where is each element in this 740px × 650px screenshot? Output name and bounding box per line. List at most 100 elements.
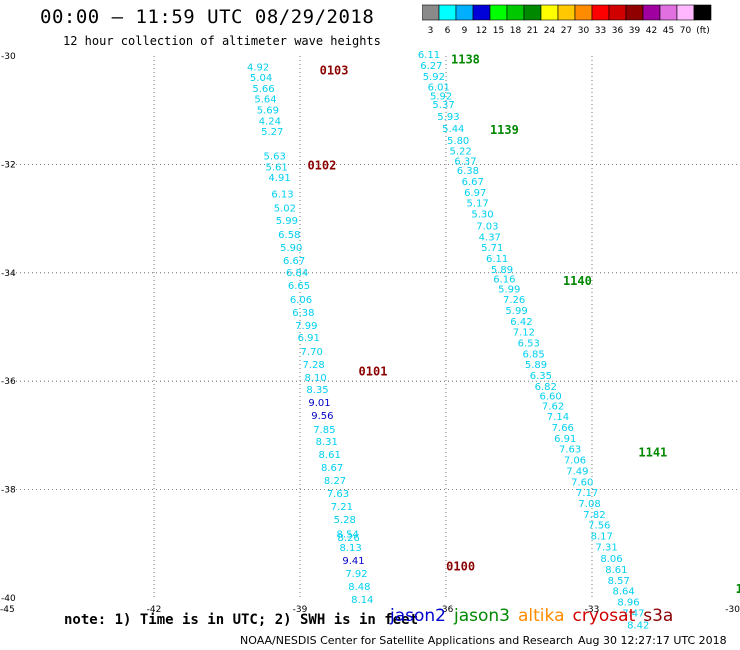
chart-title: 00:00 – 11:59 UTC 08/29/2018 [40, 6, 375, 28]
wave-height-label: 7.06 [564, 456, 586, 467]
wave-height-label: 5.69 [257, 105, 279, 116]
wave-height-label: 7.31 [595, 542, 617, 553]
wave-height-label: 8.61 [319, 450, 341, 461]
colorbar-tick-label: 9 [462, 26, 468, 36]
wave-height-label: 5.30 [471, 210, 493, 221]
wave-height-label: 7.17 [576, 488, 598, 499]
wave-height-label: 7.28 [302, 360, 324, 371]
wave-height-label: 7.47 [622, 608, 644, 619]
wave-height-label: 5.89 [525, 360, 547, 371]
wave-height-label: 7.62 [542, 401, 564, 412]
colorbar-tick-label: 15 [493, 26, 504, 36]
colorbar-tick-label: 39 [629, 26, 641, 36]
wave-height-label: 8.42 [627, 620, 649, 631]
wave-height-label: 6.91 [554, 434, 576, 445]
colorbar-tick-label: 36 [612, 26, 624, 36]
credit-text: NOAA/NESDIS Center for Satellite Applica… [240, 634, 574, 647]
wave-height-label: 7.08 [578, 499, 600, 510]
wave-height-label: 5.92 [430, 91, 452, 102]
wave-height-label: 6.38 [457, 166, 479, 177]
wave-height-label: 5.71 [481, 243, 503, 254]
lon-tick-label: -36 [439, 605, 454, 615]
wave-height-label: 6.91 [298, 333, 320, 344]
wave-height-label: 6.82 [535, 382, 557, 393]
wave-height-label: 4.92 [247, 63, 269, 74]
wave-height-label: 7.70 [301, 347, 323, 358]
wave-height-label: 5.99 [498, 284, 520, 295]
pass-time-label: 1141 [638, 446, 667, 460]
wave-height-label: 7.99 [295, 321, 317, 332]
wave-height-label: 8.10 [304, 373, 326, 384]
wave-height-label: 8.48 [348, 582, 370, 593]
wave-height-label: 5.61 [266, 162, 288, 173]
wave-height-label: 5.93 [437, 112, 459, 123]
lon-tick-label: -45 [0, 605, 15, 615]
wave-height-label: 5.80 [447, 136, 469, 147]
wave-height-label: 5.66 [252, 84, 274, 95]
wave-height-label: 5.63 [264, 152, 286, 163]
colorbar-tick-label: 45 [663, 26, 674, 36]
wave-height-label: 8.64 [613, 587, 635, 598]
wave-height-label: 8.31 [316, 437, 338, 448]
wave-height-label: 6.53 [518, 339, 540, 350]
wave-height-label: 7.12 [513, 328, 535, 339]
wave-height-label: 7.60 [571, 477, 593, 488]
lat-tick-label: -32 [1, 160, 16, 170]
wave-height-label: 5.64 [254, 95, 276, 106]
wave-height-label: 8.35 [306, 385, 328, 396]
wave-height-label: 5.37 [432, 100, 454, 111]
wave-height-label: 9.41 [342, 556, 364, 567]
lat-tick-label: -30 [1, 52, 16, 62]
lat-tick-label: -40 [1, 594, 16, 604]
wave-height-label: 8.13 [339, 543, 361, 554]
wave-height-label: 7.92 [345, 569, 367, 580]
lon-tick-label: -30 [725, 605, 740, 615]
wave-height-label: 8.61 [605, 565, 627, 576]
wave-height-label: 9.56 [311, 411, 333, 422]
wave-height-label: 7.21 [331, 502, 353, 513]
wave-height-label: 5.22 [449, 147, 471, 158]
lon-tick-label: -33 [585, 605, 600, 615]
wave-height-label: 7.82 [583, 510, 605, 521]
wave-height-label: 5.99 [276, 216, 298, 227]
lat-tick-label: -36 [1, 377, 16, 387]
colorbar-tick-label: 42 [646, 26, 657, 36]
pass-time-label: 0102 [307, 158, 336, 172]
wave-height-label: 7.56 [588, 521, 610, 532]
lon-tick-label: -42 [147, 605, 162, 615]
wave-height-label: 6.58 [278, 230, 300, 241]
colorbar-tick-label: 3 [428, 26, 434, 36]
generation-timestamp: Aug 30 12:27:17 UTC 2018 [578, 634, 727, 647]
footer-note: note: 1) Time is in UTC; 2) SWH is in fe… [64, 612, 419, 628]
graticule [8, 56, 738, 598]
wave-height-label: 8.14 [351, 595, 373, 606]
satellite-legend: jason2 jason3 altika cryosat s3a [390, 606, 681, 626]
wave-height-label: 7.14 [547, 412, 569, 423]
wave-height-label: 8.57 [608, 576, 630, 587]
pass-time-label: 0100 [446, 559, 475, 573]
wave-height-label: 8.54 [337, 529, 359, 540]
wave-height-label: 6.11 [486, 254, 508, 265]
legend-jason2: jason2 [390, 606, 446, 626]
colorbar-tick-label: 27 [561, 26, 572, 36]
wave-height-label: 6.65 [288, 281, 310, 292]
chart-subtitle: 12 hour collection of altimeter wave hei… [63, 34, 381, 48]
wave-height-label: 6.06 [290, 295, 312, 306]
wave-height-label: 4.24 [259, 116, 281, 127]
wave-height-label: 7.03 [476, 221, 498, 232]
colorbar-tick-label: 6 [445, 26, 451, 36]
colorbar-swatch [693, 4, 712, 21]
colorbar-tick-label: 21 [527, 26, 538, 36]
lat-tick-label: -38 [1, 486, 16, 496]
track-cryosat: 4.925.045.665.645.694.245.27 5.635.614.91… [247, 63, 475, 606]
colorbar-tick-label: 30 [578, 26, 590, 36]
colorbar-legend: 3 6 9 12 15 18 21 24 27 30 33 36 39 42 45 70 (ft) [422, 4, 712, 36]
wave-height-label: 8.17 [591, 531, 613, 542]
colorbar-tick-label: 33 [595, 26, 606, 36]
wave-height-label: 8.67 [321, 463, 343, 474]
wave-height-label: 6.67 [462, 177, 484, 188]
track-jason3: 6.116.275.926.015.925.375.935.445.805.22… [418, 50, 740, 631]
pass-time-label: 1140 [563, 274, 592, 288]
lat-tick-label: -34 [1, 269, 16, 279]
